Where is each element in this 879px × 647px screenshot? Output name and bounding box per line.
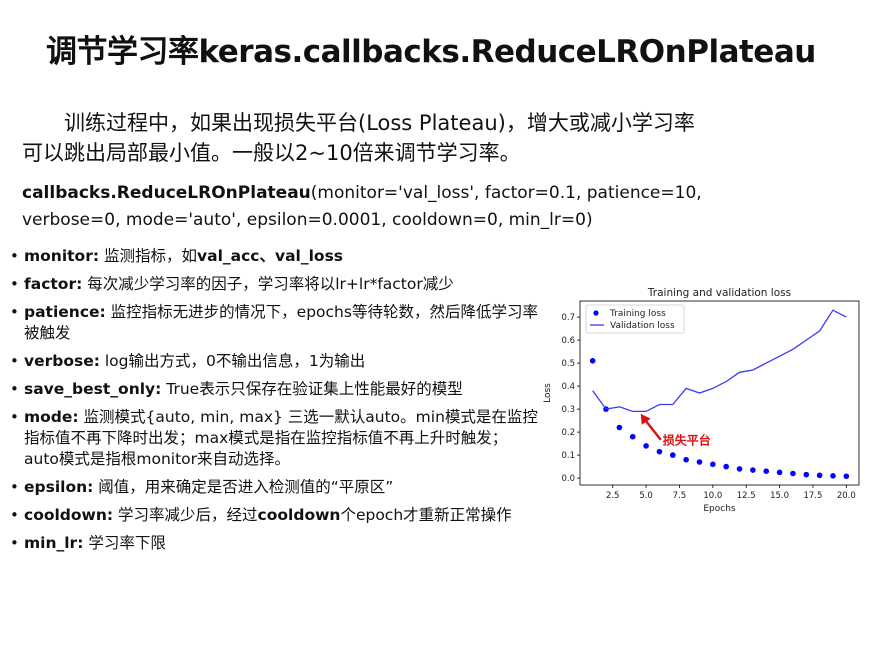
x-tick-label: 20.0 (837, 491, 856, 501)
loss-chart: Training and validation loss Epochs Loss… (543, 287, 860, 514)
annotation-arrow (644, 419, 662, 441)
y-tick-label: 0.5 (561, 359, 575, 369)
training-loss-point (710, 461, 716, 468)
param-name: factor: (24, 275, 83, 293)
signature-args-2: verbose=0, mode='auto', epsilon=0.0001, … (22, 210, 593, 230)
legend-dot-marker (593, 310, 599, 316)
param-name: save_best_only: (24, 380, 162, 398)
param-factor: factor: 每次减少学习率的因子，学习率将以lr+lr*factor减少 (10, 274, 540, 295)
plateau-annotation: 损失平台 (640, 413, 711, 448)
param-desc: True表示只保存在验证集上性能最好的模型 (161, 380, 463, 398)
param-name: verbose: (24, 352, 100, 370)
legend-entry-training: Training loss (609, 309, 666, 319)
training-loss-point (790, 470, 796, 477)
x-tick-label: 17.5 (803, 491, 822, 501)
param-name: epsilon: (24, 478, 94, 496)
slide-title: 调节学习率keras.callbacks.ReduceLROnPlateau (46, 34, 816, 70)
training-loss-point (616, 424, 623, 431)
training-loss-point (656, 448, 663, 455)
function-signature: callbacks.ReduceLROnPlateau(monitor='val… (22, 180, 862, 234)
axis-ticks: 2.5 5.0 7.5 10.0 12.5 15.0 17.5 20.0 0.0 0.1 0.2 0.… (561, 313, 855, 501)
y-tick-label: 0.2 (561, 428, 575, 438)
y-tick-label: 0.7 (561, 313, 575, 323)
y-tick-label: 0.6 (561, 336, 575, 346)
param-desc: 监控指标无进步的情况下，epochs等待轮数，然后降低学习率被触发 (24, 303, 538, 342)
plot-frame (579, 300, 860, 486)
param-highlight: val_acc (197, 247, 260, 265)
series-layer (589, 309, 850, 480)
training-loss-point (830, 473, 836, 479)
param-desc: 学习率减少后，经过 (113, 506, 258, 524)
legend-entry-validation: Validation loss (610, 321, 675, 331)
intro-line-1: 训练过程中，如果出现损失平台(Loss Plateau)，增大或减小学习率 (64, 111, 695, 135)
chart-title: Training and validation loss (647, 287, 791, 299)
training-loss-point (803, 471, 810, 478)
training-loss-point (589, 358, 596, 364)
param-save-best-only: save_best_only: True表示只保存在验证集上性能最好的模型 (10, 379, 540, 400)
y-axis-label: Loss (543, 383, 553, 403)
training-loss-point (736, 466, 743, 472)
x-tick-label: 12.5 (737, 491, 756, 501)
param-epsilon: epsilon: 阈值，用来确定是否进入检测值的“平原区” (10, 477, 540, 498)
training-loss-point (723, 463, 729, 470)
y-tick-label: 0.4 (561, 382, 575, 392)
annotation-label: 损失平台 (663, 433, 711, 448)
y-tick-label: 0.0 (561, 474, 575, 484)
signature-line-1: callbacks.ReduceLROnPlateau(monitor='val… (22, 180, 862, 207)
param-desc-tail: 个epoch才重新正常操作 (340, 506, 512, 524)
param-sep: 、 (259, 247, 275, 265)
legend-box (585, 304, 685, 334)
param-cooldown: cooldown: 学习率减少后，经过cooldown个epoch才重新正常操作 (10, 505, 540, 526)
x-tick-label: 10.0 (703, 491, 722, 501)
param-highlight: cooldown (257, 506, 341, 524)
param-name: monitor: (24, 247, 100, 265)
x-tick-label: 15.0 (770, 491, 789, 501)
param-verbose: verbose: log输出方式，0不输出信息，1为输出 (10, 351, 540, 372)
training-loss-point (643, 443, 649, 449)
param-desc: log输出方式，0不输出信息，1为输出 (99, 352, 366, 370)
param-desc: 每次减少学习率的因子，学习率将以lr+lr*factor减少 (82, 275, 454, 293)
annotation-arrowhead (640, 413, 651, 425)
param-desc: 学习率下限 (83, 534, 166, 552)
x-tick-label: 7.5 (673, 491, 687, 501)
param-mode: mode: 监测模式{auto, min, max} 三选一默认auto。min… (10, 407, 540, 470)
training-loss-point (696, 459, 703, 465)
validation-loss-line (592, 309, 847, 413)
training-loss-point (843, 473, 850, 480)
y-tick-label: 0.1 (561, 451, 575, 461)
parameter-list: monitor: 监测指标，如val_acc、val_loss factor: … (10, 246, 540, 561)
chart-legend: Training loss Validation loss (585, 304, 685, 334)
param-desc: 监测指标，如 (99, 247, 197, 265)
training-loss-point (776, 469, 783, 476)
x-tick-label: 2.5 (606, 491, 620, 501)
training-loss-point (669, 452, 676, 458)
param-name: mode: (24, 408, 79, 426)
training-loss-point (683, 456, 689, 463)
signature-args-1: (monitor='val_loss', factor=0.1, patienc… (310, 183, 702, 203)
x-axis-label: Epochs (703, 504, 736, 514)
param-patience: patience: 监控指标无进步的情况下，epochs等待轮数，然后降低学习率… (10, 302, 540, 344)
param-desc: 阈值，用来确定是否进入检测值的“平原区” (93, 478, 394, 496)
y-tick-label: 0.3 (561, 405, 575, 415)
signature-name: callbacks.ReduceLROnPlateau (22, 183, 311, 203)
param-monitor: monitor: 监测指标，如val_acc、val_loss (10, 246, 540, 267)
param-name: min_lr: (24, 534, 84, 552)
param-desc: 监测模式{auto, min, max} 三选一默认auto。min模式是在监控… (24, 408, 538, 468)
param-highlight: val_loss (274, 247, 344, 265)
training-loss-point (816, 472, 823, 479)
param-name: cooldown: (24, 506, 114, 524)
intro-paragraph: 训练过程中，如果出现损失平台(Loss Plateau)，增大或减小学习率 可以… (22, 108, 842, 168)
x-tick-label: 5.0 (639, 491, 653, 501)
training-loss-point (629, 433, 636, 440)
intro-line-2: 可以跳出局部最小值。一般以2~10倍来调节学习率。 (22, 141, 521, 165)
param-name: patience: (24, 303, 106, 321)
training-loss-point (763, 468, 770, 474)
param-min-lr: min_lr: 学习率下限 (10, 533, 540, 554)
training-loss-point (750, 467, 756, 473)
